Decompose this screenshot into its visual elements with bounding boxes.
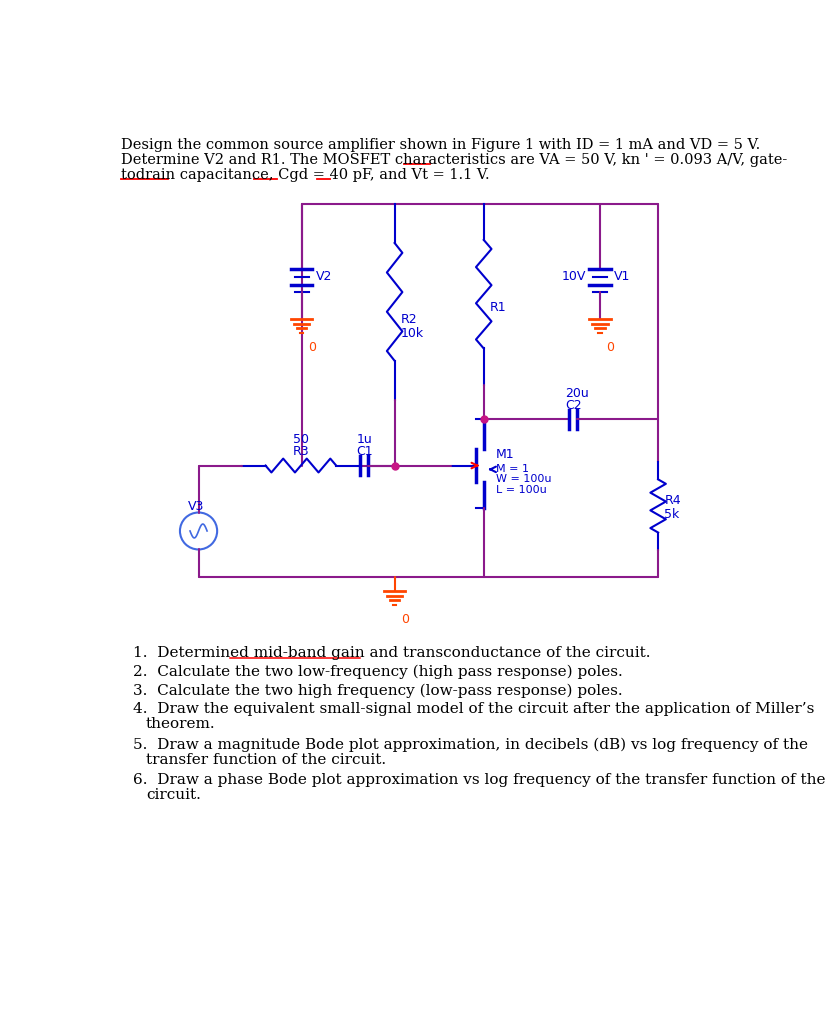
Text: M1: M1 <box>496 449 515 461</box>
Text: 4.  Draw the equivalent small-signal model of the circuit after the application : 4. Draw the equivalent small-signal mode… <box>133 701 815 716</box>
Text: R2: R2 <box>401 312 418 326</box>
Text: 0: 0 <box>401 612 409 626</box>
Text: 1.  Determined mid-band gain and transconductance of the circuit.: 1. Determined mid-band gain and transcon… <box>133 646 651 660</box>
Text: 20u: 20u <box>565 387 589 399</box>
Text: R4: R4 <box>664 494 681 507</box>
Text: C1: C1 <box>357 445 374 458</box>
Text: 50: 50 <box>293 433 309 445</box>
Text: 2.  Calculate the two low-frequency (high pass response) poles.: 2. Calculate the two low-frequency (high… <box>133 665 623 679</box>
Text: 10V: 10V <box>562 270 586 284</box>
Text: 0: 0 <box>308 341 316 353</box>
Text: 10k: 10k <box>401 327 424 340</box>
Text: C2: C2 <box>565 399 582 412</box>
Text: 5k: 5k <box>664 508 680 520</box>
Text: 0: 0 <box>607 341 614 353</box>
Text: V1: V1 <box>614 270 631 284</box>
Text: theorem.: theorem. <box>146 718 215 731</box>
Text: transfer function of the circuit.: transfer function of the circuit. <box>146 753 386 767</box>
Text: Determine V2 and R1. The MOSFET characteristics are VA = 50 V, kn ' = 0.093 A/V,: Determine V2 and R1. The MOSFET characte… <box>121 153 787 167</box>
Text: L = 100u: L = 100u <box>496 485 547 496</box>
Text: 5.  Draw a magnitude Bode plot approximation, in decibels (dB) vs log frequency : 5. Draw a magnitude Bode plot approximat… <box>133 737 809 752</box>
Text: R1: R1 <box>490 301 507 314</box>
Text: Design the common source amplifier shown in Figure 1 with ID = 1 mA and VD = 5 V: Design the common source amplifier shown… <box>121 138 760 153</box>
Text: W = 100u: W = 100u <box>496 474 552 484</box>
Text: todrain capacitance, Cgd = 40 pF, and Vt = 1.1 V.: todrain capacitance, Cgd = 40 pF, and Vt… <box>121 168 490 181</box>
Text: 6.  Draw a phase Bode plot approximation vs log frequency of the transfer functi: 6. Draw a phase Bode plot approximation … <box>133 773 826 786</box>
Text: 3.  Calculate the two high frequency (low-pass response) poles.: 3. Calculate the two high frequency (low… <box>133 683 623 697</box>
Text: M = 1: M = 1 <box>496 464 529 474</box>
Text: R3: R3 <box>293 445 310 458</box>
Text: V2: V2 <box>315 270 332 284</box>
Text: circuit.: circuit. <box>146 788 201 802</box>
Text: V3: V3 <box>188 500 204 513</box>
Text: 1u: 1u <box>357 433 373 445</box>
